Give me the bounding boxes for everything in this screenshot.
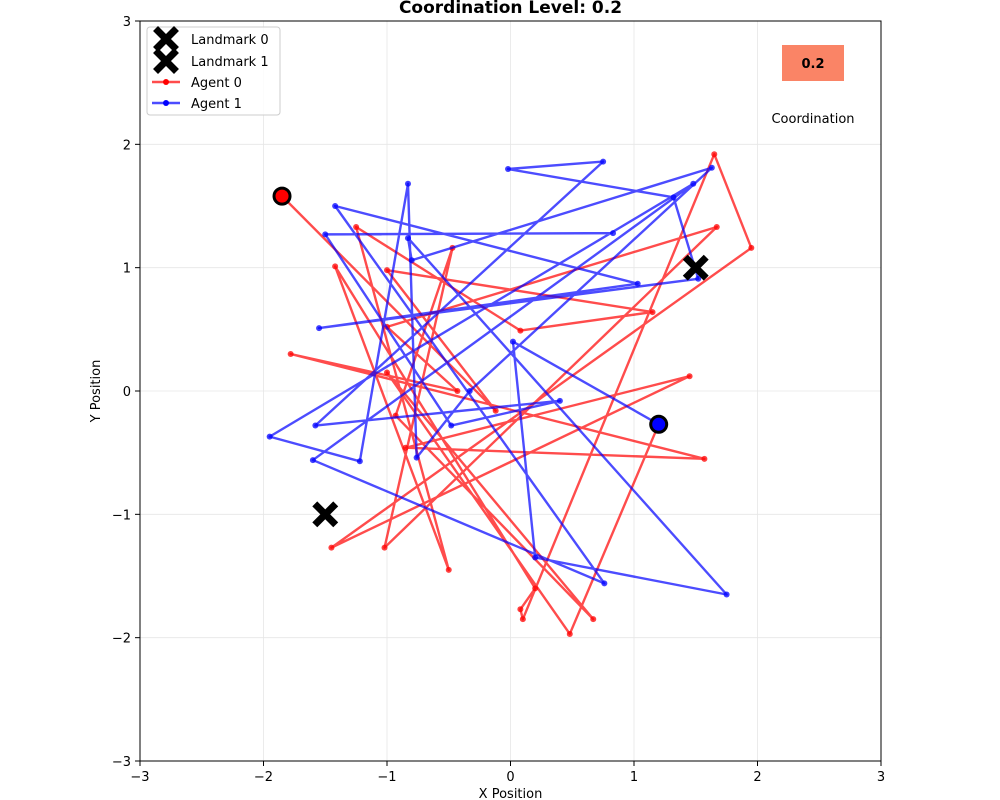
coordination-badge: 0.2 Coordination: [771, 45, 855, 127]
agent-1-point: [690, 180, 697, 187]
coordination-badge-box: [782, 45, 844, 81]
agent-1-point: [404, 235, 411, 242]
agent-1-point: [404, 180, 411, 187]
legend-series-point: [163, 100, 169, 106]
legend-landmark-marker: [153, 48, 179, 74]
agent-1-point: [408, 257, 415, 264]
agent-0-point: [519, 616, 526, 623]
agent-1-point: [601, 580, 608, 587]
agent-0-point: [701, 455, 708, 462]
agent-1-point: [708, 164, 715, 171]
agent-0-point: [517, 327, 524, 334]
coordination-badge-value: 0.2: [801, 57, 824, 72]
x-tick-label: 2: [753, 770, 761, 785]
agent-1-point: [505, 166, 512, 172]
agent-1-point: [610, 230, 617, 237]
agent-0-point: [590, 616, 597, 623]
start-marker-agent-1: [649, 414, 669, 434]
agent-0-point: [517, 606, 524, 613]
landmark-0-marker: [682, 254, 709, 281]
legend-landmark-marker: [153, 26, 179, 52]
legend-box: [146, 26, 281, 116]
agent-0-point: [402, 444, 409, 451]
y-tick-label: 0: [123, 385, 131, 400]
landmark-1-marker: [312, 501, 339, 528]
agent-0-point: [384, 267, 390, 274]
x-axis-label: X Position: [479, 787, 543, 800]
y-tick-label: 3: [123, 15, 131, 30]
agent-1-point: [448, 422, 455, 429]
x-tick-label: 3: [877, 770, 885, 785]
agent-0-point: [713, 223, 720, 230]
series-line-agent-0: [281, 152, 753, 636]
legend-entry-label: Landmark 1: [191, 55, 269, 70]
legend-series-point: [163, 79, 169, 85]
start-marker-layer: [272, 186, 669, 434]
legend-entry-label: Landmark 0: [191, 33, 269, 48]
agent-1-point: [322, 231, 329, 238]
y-axis-label: Y Position: [89, 360, 104, 424]
agent-0-point: [566, 630, 573, 637]
agent-1-point: [634, 280, 641, 287]
agent-1-point: [466, 388, 473, 394]
grid-layer: [139, 20, 882, 762]
agent-0-point: [649, 309, 656, 316]
y-tick-label: −2: [112, 632, 131, 647]
agent-0-point: [532, 585, 539, 592]
agent-1-point: [556, 397, 563, 404]
agent-1-point: [332, 203, 339, 209]
agent-1-point: [309, 457, 316, 464]
agent-1-point: [356, 458, 363, 465]
agent-1-point: [312, 422, 319, 429]
y-tick-label: 1: [123, 262, 131, 277]
y-tick-label: −3: [112, 755, 131, 770]
x-tick-label: 0: [506, 770, 514, 785]
agent-1-point: [266, 433, 273, 440]
y-tick-label: −1: [112, 508, 131, 523]
tick-layer: −3 −2 −1 0 1 2 3 −3 −2 −1 0 1 2 3: [112, 15, 885, 785]
agent-0-point: [445, 566, 452, 573]
agent-0-point: [492, 407, 499, 414]
agent-0-point: [332, 263, 339, 270]
x-tick-label: 1: [630, 770, 638, 785]
agent-0-point: [711, 151, 718, 158]
landmark-layer: [312, 254, 709, 528]
x-tick-label: −1: [377, 770, 396, 785]
coordination-caption: Coordination: [771, 112, 854, 127]
agent-1-point: [723, 591, 730, 598]
agent-0-point: [454, 388, 461, 394]
x-tick-label: −2: [254, 770, 273, 785]
agent-1-point: [316, 325, 323, 332]
agent-1-point: [600, 158, 607, 165]
agent-1-point: [695, 275, 702, 282]
x-tick-label: −3: [130, 770, 149, 785]
agent-1-point: [532, 554, 539, 561]
agent-0-point: [328, 544, 335, 551]
agent-1-point: [670, 194, 677, 201]
agent-0-point: [353, 223, 360, 230]
agent-1-point: [509, 338, 516, 345]
agent-1-point: [413, 454, 420, 461]
legend-entry-label: Agent 0: [191, 76, 242, 91]
chart-title: Coordination Level: 0.2: [399, 0, 622, 18]
agent-0-point: [381, 544, 388, 551]
agent-0-point: [287, 351, 294, 357]
agent-0-point: [748, 244, 755, 251]
legend: Landmark 0 Landmark 1 Agent 0 Agent 1: [146, 26, 281, 116]
y-tick-label: 2: [123, 138, 131, 153]
agent-0-point: [384, 369, 390, 376]
legend-entry-label: Agent 1: [191, 97, 242, 112]
agent-0-point: [686, 373, 693, 380]
start-marker-agent-0: [272, 186, 292, 206]
